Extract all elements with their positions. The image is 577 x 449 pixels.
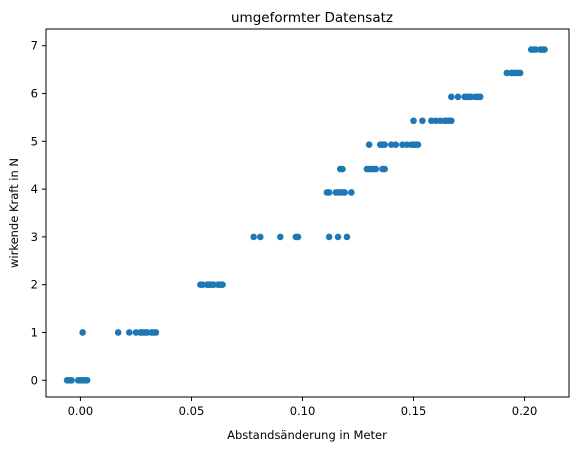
- x-axis-label: Abstandsänderung in Meter: [227, 428, 387, 442]
- x-tick-label: 0.00: [68, 404, 94, 418]
- data-point: [125, 329, 133, 336]
- data-point: [343, 233, 351, 241]
- y-tick-label: 2: [31, 278, 38, 292]
- data-point: [454, 93, 462, 101]
- data-point: [294, 233, 302, 241]
- data-point: [114, 329, 122, 336]
- x-tick-label: 0.10: [290, 404, 316, 418]
- data-point: [250, 233, 257, 241]
- x-tick-label: 0.15: [401, 404, 427, 418]
- y-tick-label: 3: [31, 230, 38, 244]
- y-tick-label: 4: [31, 182, 38, 196]
- data-point: [448, 117, 455, 125]
- data-point: [219, 281, 226, 288]
- data-point: [381, 165, 388, 173]
- plot-frame: [45, 28, 570, 398]
- data-point: [516, 69, 524, 77]
- data-point: [410, 117, 417, 125]
- data-point: [372, 165, 380, 173]
- data-point: [257, 233, 264, 241]
- data-point: [348, 189, 355, 196]
- data-point: [541, 46, 548, 53]
- data-point: [79, 329, 86, 336]
- ticks-layer: 0.00 0.05 0.10 0.15 0.20 0 1 2 3 4 5 6 7: [31, 39, 538, 418]
- data-point: [476, 93, 484, 101]
- chart-title: umgeformter Datensatz: [231, 10, 393, 26]
- y-axis-label: wirkende Kraft in N: [7, 158, 21, 268]
- y-tick-label: 5: [31, 134, 38, 148]
- data-point: [68, 376, 75, 384]
- data-point: [334, 233, 342, 241]
- data-point: [365, 141, 373, 148]
- data-point: [339, 165, 346, 173]
- data-point: [448, 93, 455, 101]
- y-tick-label: 0: [31, 373, 38, 387]
- data-point: [414, 141, 422, 148]
- data-point: [381, 141, 388, 148]
- y-tick-label: 1: [31, 325, 38, 339]
- points-layer: [63, 46, 548, 384]
- data-point: [325, 233, 333, 241]
- y-tick-label: 6: [31, 87, 38, 101]
- x-tick-label: 0.20: [512, 404, 538, 418]
- x-tick-label: 0.05: [179, 404, 205, 418]
- y-tick-label: 7: [31, 39, 38, 53]
- data-point: [83, 376, 91, 384]
- data-point: [325, 189, 333, 196]
- data-point: [419, 117, 426, 125]
- data-point: [277, 233, 284, 241]
- data-point: [152, 329, 160, 336]
- data-point: [341, 189, 349, 196]
- data-point: [392, 141, 400, 148]
